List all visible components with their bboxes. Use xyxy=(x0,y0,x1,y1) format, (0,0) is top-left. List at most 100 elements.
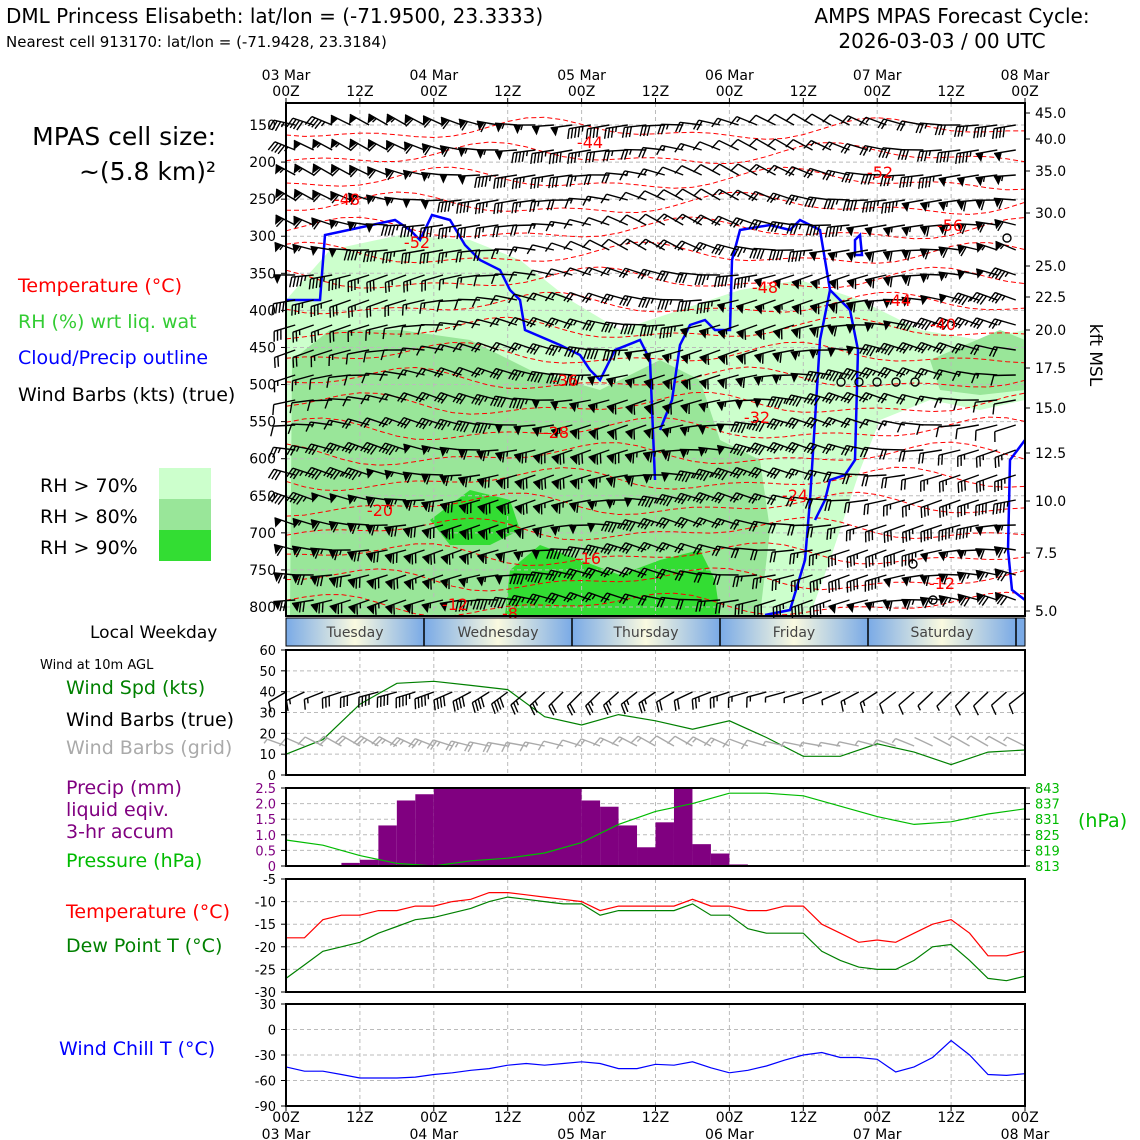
wind-barb xyxy=(474,224,499,239)
wind-barb-full xyxy=(846,557,849,568)
wind-barb-half xyxy=(316,143,322,148)
wind-barb xyxy=(434,392,462,404)
wind-barb xyxy=(748,190,776,202)
wind-barb-full xyxy=(576,502,579,513)
temperature-contour-label: -56 xyxy=(937,216,963,235)
wind-barb-full xyxy=(441,252,444,264)
wind-barb-full xyxy=(455,394,463,404)
wind-barb xyxy=(698,424,721,435)
wind-barb-staff xyxy=(920,499,943,509)
wind-barb-full xyxy=(961,152,965,163)
precip-bar xyxy=(600,806,619,866)
wind-barb-staff xyxy=(876,739,896,747)
calm-circle xyxy=(891,377,901,387)
wind-barb-full xyxy=(474,228,478,239)
wind-barb-staff xyxy=(606,266,629,276)
wind-barb-half xyxy=(377,603,380,609)
wind-barb xyxy=(938,271,961,282)
wind-barb xyxy=(437,224,462,240)
wind-barb xyxy=(489,341,518,353)
wind-barb-full xyxy=(938,507,941,518)
wind-barb-full xyxy=(746,697,748,708)
wind-barb xyxy=(384,167,407,181)
wind-barb xyxy=(955,524,979,540)
wind-barb-full xyxy=(699,494,707,504)
wind-barb-full xyxy=(463,449,468,460)
wind-barb-staff xyxy=(495,367,518,376)
wind-barb-full xyxy=(674,213,683,223)
wind-barb xyxy=(419,224,444,239)
wind-barb-full xyxy=(637,595,644,606)
panel-frame xyxy=(285,878,1026,993)
wind-barb-flag xyxy=(329,577,337,588)
wind-barb-full xyxy=(725,378,727,389)
wind-barb-staff xyxy=(349,138,370,151)
wind-barb-full xyxy=(722,738,730,748)
wind-barb xyxy=(789,549,813,565)
wind-barb-flag xyxy=(421,474,430,484)
wind-barb-flag xyxy=(366,195,374,205)
wind-barb-half xyxy=(573,594,578,600)
wind-barb-full xyxy=(941,454,944,465)
wind-barb-full xyxy=(816,579,819,591)
wind-barb-staff xyxy=(588,217,610,226)
wind-barb-full xyxy=(601,172,607,183)
wind-barb-half xyxy=(384,394,389,400)
wind-barb-full xyxy=(918,123,925,134)
calm-circle xyxy=(928,595,938,605)
wind-barb-half xyxy=(544,151,547,157)
wind-barb-half xyxy=(454,742,459,748)
wind-barb-half xyxy=(335,143,340,148)
wind-barb-full xyxy=(893,553,896,565)
bottom-hour-label: 12Z xyxy=(790,1110,817,1126)
wind-barb-staff xyxy=(274,374,296,383)
wind-barb-half xyxy=(688,354,691,360)
wind-barb-full xyxy=(445,475,450,487)
wind-barb-half xyxy=(969,151,972,157)
wind-barb xyxy=(273,599,296,612)
wind-barb xyxy=(551,449,573,465)
wind-barb-staff xyxy=(864,224,887,230)
wind-barb xyxy=(330,190,351,204)
wind-barb-full xyxy=(751,443,759,454)
wind-barb xyxy=(514,524,536,539)
wind-barb-half xyxy=(423,302,426,309)
legend-rh: RH (%) wrt liq. wat xyxy=(18,311,197,333)
wind-barb-staff xyxy=(274,517,296,526)
wind-barb-half xyxy=(417,740,423,746)
wind-barb-full xyxy=(840,445,848,456)
wind-barb-full xyxy=(804,498,810,509)
wind-barb-full xyxy=(477,227,481,239)
wind-barb xyxy=(581,239,610,251)
wind-barb-staff xyxy=(718,139,739,151)
wind-barb-full xyxy=(344,443,353,453)
wind-barb xyxy=(877,342,906,356)
precip-bar xyxy=(433,788,582,866)
wind-barb-staff xyxy=(365,249,388,253)
wind-barb-half xyxy=(317,330,320,336)
wind-barb-half xyxy=(276,380,279,387)
wind-barb-flag xyxy=(845,324,854,334)
wind-barb-full xyxy=(833,325,838,337)
wind-barb-half xyxy=(722,602,725,608)
wind-barb-staff xyxy=(624,374,647,382)
wind-barb-full xyxy=(603,128,607,139)
wind-barb-staff xyxy=(273,468,296,476)
wind-barb xyxy=(843,499,869,514)
wind-barb-staff xyxy=(902,367,924,376)
wind-barb-flag xyxy=(349,165,357,176)
wind-barb xyxy=(416,345,444,356)
wind-barb-staff xyxy=(550,149,573,155)
wind-barb xyxy=(674,542,702,554)
wind-barb-full xyxy=(600,543,608,553)
wind-barb xyxy=(347,549,370,562)
kft-axis: 45.040.035.030.025.022.520.017.515.012.5… xyxy=(1025,106,1066,620)
wind-barb-half xyxy=(483,149,487,156)
wind-barb-full xyxy=(335,577,339,588)
wind-barb-full xyxy=(572,375,577,386)
wind-barb-staff xyxy=(402,524,425,531)
wind-barb xyxy=(827,324,850,337)
wind-barb-staff xyxy=(735,399,758,402)
wind-barb-full xyxy=(377,577,380,589)
wind-barb-flag xyxy=(402,199,411,209)
